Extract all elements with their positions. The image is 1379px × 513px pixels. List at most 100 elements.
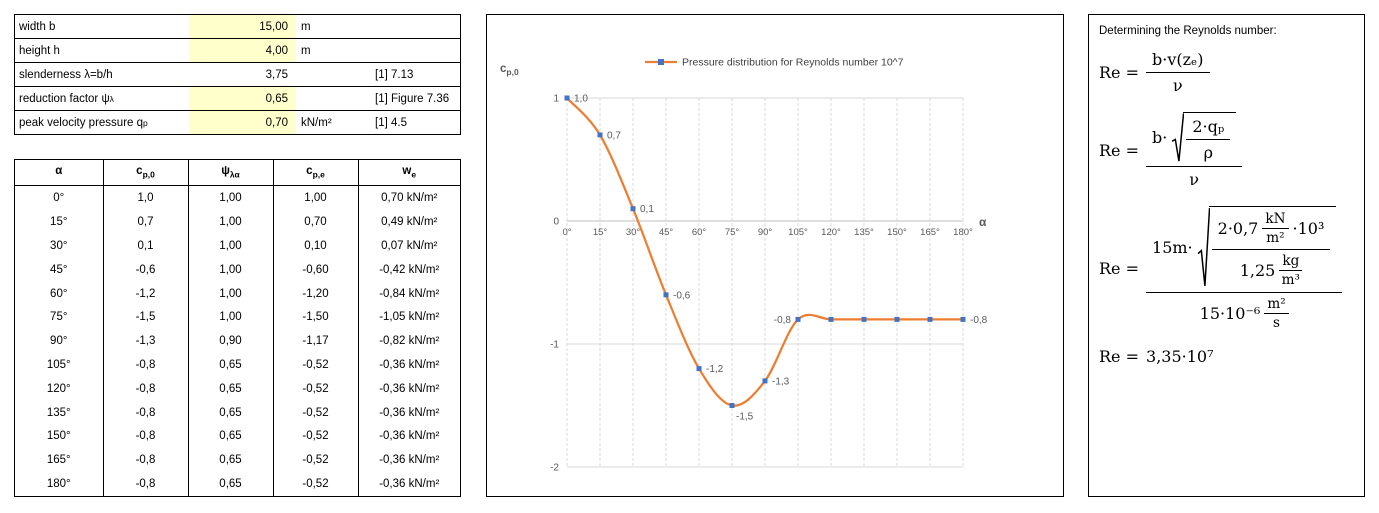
column-header: we [357, 160, 460, 186]
data-label: -1,3 [772, 376, 790, 387]
formula-lhs: Re = [1099, 62, 1140, 82]
param-label: width b [15, 15, 189, 38]
fraction-numerator: 2·qₚ [1186, 116, 1231, 140]
table-cell: 150° [46, 430, 71, 443]
fraction-denominator: ν [1189, 170, 1199, 189]
data-label: 1,0 [574, 94, 588, 105]
table-cell: 1,00 [187, 185, 273, 211]
table-cell: -0,52 [272, 376, 358, 401]
column-header: ψλα [187, 160, 273, 186]
value: ·10³ [1292, 219, 1325, 238]
series-marker [696, 366, 702, 372]
table-cell: 0,65 [187, 472, 273, 496]
table-row: 60° -1,2 1,00 -1,20 -0,84 kN/m² [15, 281, 460, 306]
fraction: b·v(zₑ) ν [1146, 49, 1210, 95]
x-axis-title: α [979, 215, 987, 229]
table-cell: 0,65 [187, 376, 273, 401]
table-cell: 30° [50, 239, 68, 252]
fraction: b· 2·qₚ ρ ν [1146, 111, 1243, 189]
table-cell: 1,00 [272, 185, 358, 211]
table-cell: -0,52 [272, 400, 358, 425]
table-cell: -0,36 kN/m² [357, 353, 460, 377]
table-row: 0° 1,0 1,00 1,00 0,70 kN/m² [15, 185, 460, 211]
column-header-base: c [136, 165, 143, 178]
unit-denominator: m³ [1281, 272, 1300, 288]
chart-data-labels: 1,0 0,7 0,1 -0,6 -1,2 -1,5 -1,3 -0,8 -0,8 [574, 94, 988, 423]
table-cell: 180° [46, 478, 71, 491]
table-cell: -0,8 [102, 472, 188, 496]
fraction-denominator: 1,25 kg m³ [1240, 250, 1303, 288]
legend-marker-icon [658, 59, 664, 65]
table-row: 45° -0,6 1,00 -0,60 -0,42 kN/m² [15, 257, 460, 282]
data-label: -0,8 [970, 315, 988, 326]
radical-icon [1197, 206, 1210, 289]
param-unit [296, 63, 363, 86]
chart-legend: Pressure distribution for Reynolds numbe… [645, 57, 904, 69]
table-cell: -0,8 [102, 448, 188, 473]
table-cell: -1,05 kN/m² [357, 305, 460, 330]
chart-axis-ticks: 1 0 -1 -2 0° 15° 30° 45° 60° 75° 90° 105° 120° 135° 15… [550, 94, 973, 474]
table-cell: -0,82 kN/m² [357, 329, 460, 354]
x-tick-label: 135° [854, 227, 874, 238]
x-tick-label: 15° [593, 227, 608, 238]
column-header: α [15, 160, 103, 186]
table-cell: 0,7 [102, 210, 188, 235]
param-label: slenderness λ=b/h [15, 63, 189, 86]
param-reference: [1] 7.13 [375, 68, 414, 81]
square-root: 2·qₚ ρ [1171, 112, 1237, 163]
coefficient: b· [1152, 128, 1168, 147]
data-label: -1,5 [736, 412, 754, 423]
table-row: 150° -0,8 0,65 -0,52 -0,36 kN/m² [15, 424, 460, 449]
data-label: -0,6 [673, 290, 691, 301]
x-tick-label: 30° [626, 227, 641, 238]
x-tick-label: 45° [659, 227, 674, 238]
param-input-height-h[interactable]: 4,00 [189, 39, 296, 62]
table-row: 30° 0,1 1,00 0,10 0,07 kN/m² [15, 234, 460, 258]
table-cell: -0,8 [102, 353, 188, 377]
param-input-peak-velocity-pressure[interactable]: 0,70 [189, 111, 296, 134]
fraction-numerator: b·v(zₑ) [1146, 49, 1210, 73]
series-marker [762, 378, 768, 384]
column-header: cp,e [272, 160, 358, 186]
y-tick-label: 0 [553, 217, 559, 228]
series-marker [960, 316, 966, 322]
data-label: -1,2 [706, 364, 724, 375]
chart-gridlines [566, 97, 964, 468]
data-label: 0,1 [640, 204, 654, 215]
square-root: 2·0,7 kN m² ·10³ 1,25 kg [1197, 206, 1337, 289]
formula-lhs: Re = [1099, 347, 1140, 366]
param-label-text: slenderness λ=b/h [19, 68, 113, 81]
param-reference [363, 15, 460, 38]
column-header-sub: p,e [312, 169, 325, 180]
series-marker [795, 316, 801, 322]
data-label: 0,7 [607, 130, 621, 141]
param-input-width-b[interactable]: 15,00 [189, 15, 296, 38]
table-row: 135° -0,8 0,65 -0,52 -0,36 kN/m² [15, 400, 460, 425]
unit-fraction: m² s [1264, 296, 1289, 331]
table-row: 90° -1,3 0,90 -1,17 -0,82 kN/m² [15, 329, 460, 354]
table-cell: 60° [50, 287, 68, 300]
fraction-denominator: ν [1172, 76, 1183, 95]
coefficient: 15m· [1152, 238, 1193, 257]
formulas-heading: Determining the Reynolds number: [1099, 25, 1277, 37]
table-cell: -0,6 [102, 257, 188, 282]
param-label-text: height h [19, 44, 60, 57]
column-header-sub: e [411, 169, 417, 180]
table-cell: 1,00 [187, 234, 273, 258]
x-tick-label: 165° [920, 227, 940, 238]
series-marker [927, 316, 933, 322]
y-tick-label: -2 [550, 463, 559, 474]
table-cell: 0,90 [187, 329, 273, 354]
table-cell: -0,42 kN/m² [357, 257, 460, 282]
param-input-reduction-factor[interactable]: 0,65 [189, 87, 296, 110]
table-cell: -1,20 [272, 281, 358, 306]
param-label-text: reduction factor ψ [19, 92, 110, 105]
fraction-numerator: b· 2·qₚ ρ [1146, 111, 1243, 167]
param-label: height h [15, 39, 189, 62]
column-header-base: α [55, 165, 63, 178]
pressure-coefficient-table: α cp,0 ψλα cp,e we 0° 1,0 1,00 1,00 0,70 kN/m² 15°… [15, 160, 460, 496]
table-cell: -1,5 [102, 305, 188, 330]
unit-numerator: kN [1262, 211, 1289, 229]
